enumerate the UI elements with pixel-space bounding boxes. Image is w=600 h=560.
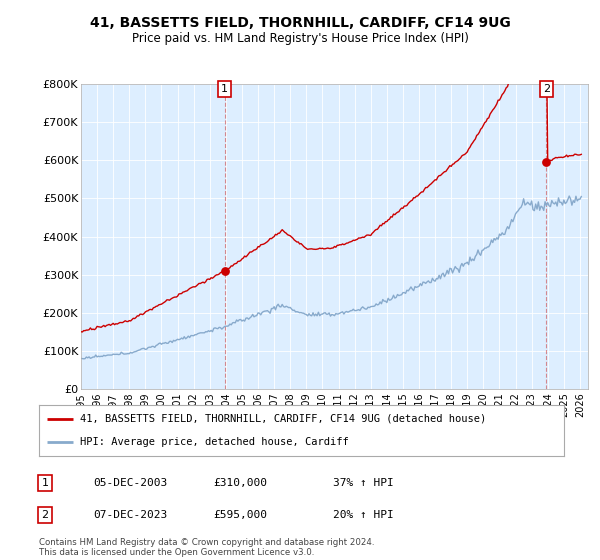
- Point: [542, 158, 551, 167]
- Text: 41, BASSETTS FIELD, THORNHILL, CARDIFF, CF14 9UG: 41, BASSETTS FIELD, THORNHILL, CARDIFF, …: [89, 16, 511, 30]
- Text: 37% ↑ HPI: 37% ↑ HPI: [333, 478, 394, 488]
- Point: [220, 267, 229, 276]
- Text: Price paid vs. HM Land Registry's House Price Index (HPI): Price paid vs. HM Land Registry's House …: [131, 32, 469, 45]
- Text: 1: 1: [41, 478, 49, 488]
- Text: 2: 2: [41, 510, 49, 520]
- Text: Contains HM Land Registry data © Crown copyright and database right 2024.
This d: Contains HM Land Registry data © Crown c…: [39, 538, 374, 557]
- Text: £595,000: £595,000: [213, 510, 267, 520]
- Text: 2: 2: [543, 84, 550, 94]
- Text: 20% ↑ HPI: 20% ↑ HPI: [333, 510, 394, 520]
- Text: £310,000: £310,000: [213, 478, 267, 488]
- Text: HPI: Average price, detached house, Cardiff: HPI: Average price, detached house, Card…: [80, 437, 349, 447]
- Text: 1: 1: [221, 84, 228, 94]
- Text: 41, BASSETTS FIELD, THORNHILL, CARDIFF, CF14 9UG (detached house): 41, BASSETTS FIELD, THORNHILL, CARDIFF, …: [80, 414, 486, 424]
- Text: 05-DEC-2003: 05-DEC-2003: [93, 478, 167, 488]
- Text: 07-DEC-2023: 07-DEC-2023: [93, 510, 167, 520]
